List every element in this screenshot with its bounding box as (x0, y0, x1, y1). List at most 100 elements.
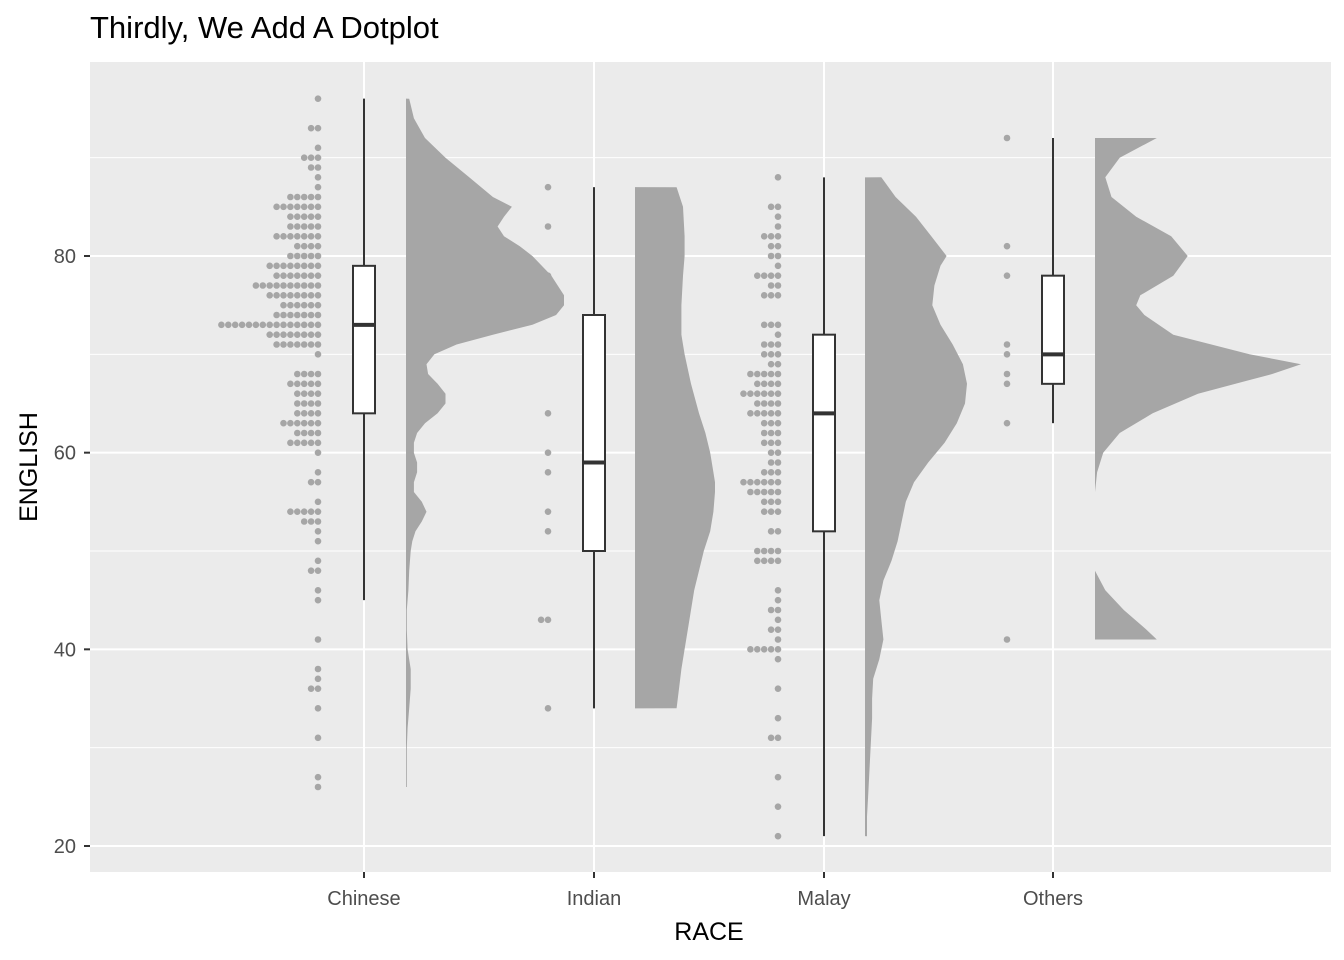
data-dot (767, 370, 775, 378)
data-dot (259, 282, 267, 289)
data-dot (767, 292, 775, 299)
data-dot (774, 449, 782, 456)
data-dot (314, 321, 322, 329)
data-dot (767, 528, 775, 535)
data-dot (774, 272, 782, 279)
data-dot (544, 616, 552, 624)
data-dot (294, 292, 301, 299)
data-dot (314, 439, 322, 447)
data-dot (307, 400, 315, 407)
data-dot (287, 301, 294, 309)
data-dot (280, 282, 287, 289)
data-dot (273, 262, 280, 270)
data-dot (300, 223, 308, 230)
data-dot (300, 331, 308, 338)
data-dot (314, 331, 322, 338)
data-dot (314, 242, 322, 250)
data-dot (314, 705, 322, 712)
data-dot (300, 380, 308, 388)
data-dot (273, 331, 280, 338)
data-dot (774, 351, 782, 358)
data-dot (1003, 419, 1011, 427)
data-dot (747, 478, 754, 486)
data-dot (266, 321, 274, 329)
data-dot (300, 518, 308, 525)
data-dot (767, 429, 775, 437)
density-half-violin (1095, 138, 1301, 640)
data-dot (300, 154, 308, 161)
data-dot (774, 233, 782, 240)
chart-title: Thirdly, We Add A Dotplot (90, 10, 439, 45)
data-dot (767, 321, 775, 329)
data-dot (767, 498, 775, 506)
data-dot (774, 400, 782, 407)
data-dot (760, 341, 768, 348)
data-dot (767, 734, 775, 742)
data-dot (767, 459, 775, 466)
data-dot (287, 311, 294, 319)
data-dot (287, 419, 294, 427)
data-dot (774, 832, 782, 840)
data-dot (544, 528, 552, 535)
data-dot (294, 331, 301, 338)
data-dot (280, 272, 287, 279)
data-dot (774, 734, 782, 742)
data-dot (760, 410, 768, 417)
data-dot (314, 419, 322, 427)
data-dot (314, 498, 322, 506)
data-dot (1003, 380, 1011, 388)
data-dot (314, 144, 322, 152)
data-dot (314, 537, 322, 545)
data-dot (774, 557, 782, 565)
data-dot (774, 203, 782, 211)
data-dot (314, 449, 322, 456)
data-dot (767, 360, 775, 368)
y-axis-title: ENGLISH (15, 412, 43, 522)
data-dot (287, 292, 294, 299)
data-dot (754, 646, 761, 653)
data-dot (307, 154, 315, 161)
data-dot (300, 213, 308, 220)
data-dot (287, 272, 294, 279)
data-dot (760, 292, 768, 299)
data-dot (760, 646, 768, 653)
data-dot (767, 508, 775, 515)
data-dot (754, 400, 761, 407)
x-tick-label: Others (1023, 888, 1083, 910)
data-dot (760, 557, 768, 565)
data-dot (294, 252, 301, 260)
data-dot (314, 174, 322, 181)
data-dot (774, 390, 782, 397)
data-dot (314, 400, 322, 407)
data-dot (273, 341, 280, 348)
data-dot (300, 282, 308, 289)
data-dot (294, 341, 301, 348)
data-dot (767, 557, 775, 565)
data-dot (300, 341, 308, 348)
density-layer (406, 98, 1301, 837)
data-dot (273, 321, 280, 329)
data-dot (280, 262, 287, 270)
data-dot (300, 508, 308, 515)
data-dot (767, 272, 775, 279)
data-dot (294, 321, 301, 329)
data-dot (307, 380, 315, 388)
data-dot (300, 311, 308, 319)
data-dot (287, 380, 294, 388)
data-dot (294, 193, 301, 201)
data-dot (767, 478, 775, 486)
data-dot (760, 429, 768, 437)
data-dot (294, 380, 301, 388)
data-dot (307, 301, 315, 309)
data-dot (294, 410, 301, 417)
data-dot (314, 567, 322, 574)
data-dot (1003, 341, 1011, 348)
data-dot (273, 282, 280, 289)
data-dot (774, 360, 782, 368)
y-tick-label: 40 (54, 639, 76, 661)
data-dot (300, 242, 308, 250)
data-dot (314, 370, 322, 378)
data-dot (774, 174, 782, 181)
data-dot (294, 311, 301, 319)
